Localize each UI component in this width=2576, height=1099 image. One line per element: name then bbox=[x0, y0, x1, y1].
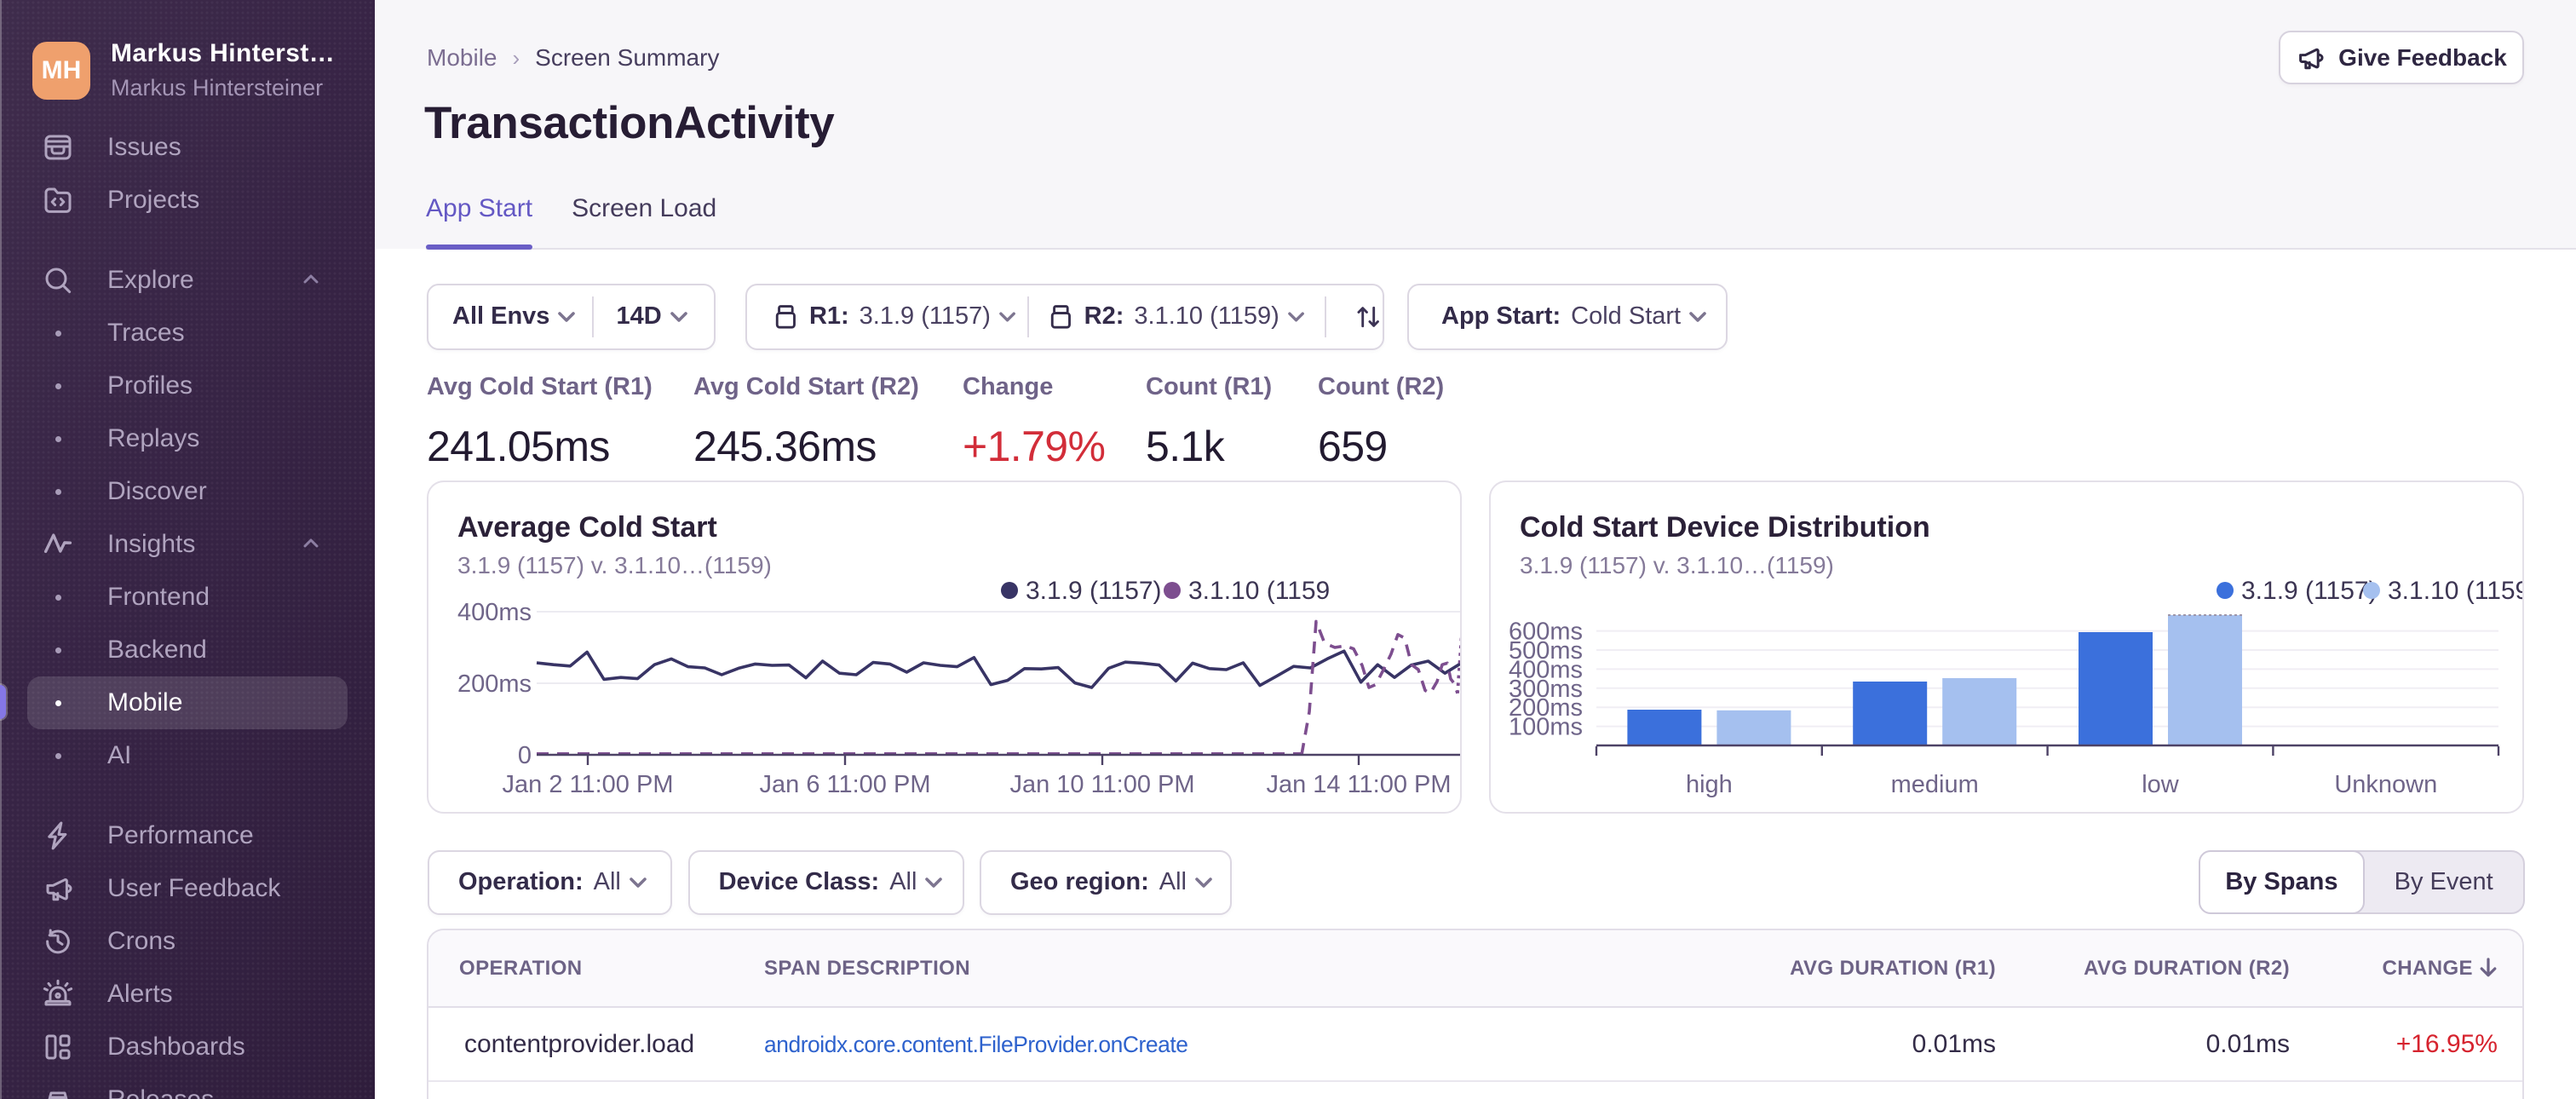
svg-text:0: 0 bbox=[518, 742, 532, 769]
svg-text:Jan 10 11:00 PM: Jan 10 11:00 PM bbox=[1009, 771, 1194, 798]
svg-text:Jan 2 11:00 PM: Jan 2 11:00 PM bbox=[503, 771, 674, 798]
svg-text:medium: medium bbox=[1891, 771, 1979, 798]
svg-text:400ms: 400ms bbox=[1509, 656, 1583, 683]
svg-text:3.1.9 (1157): 3.1.9 (1157) bbox=[2241, 577, 2378, 605]
svg-text:400ms: 400ms bbox=[457, 599, 532, 626]
svg-text:3.1.10 (1159: 3.1.10 (1159 bbox=[1188, 577, 1330, 605]
svg-text:high: high bbox=[1686, 771, 1733, 798]
svg-text:low: low bbox=[2142, 771, 2180, 798]
svg-text:600ms: 600ms bbox=[1509, 619, 1583, 646]
svg-text:3.1.9 (1157): 3.1.9 (1157) bbox=[1026, 577, 1162, 605]
svg-text:200ms: 200ms bbox=[1509, 694, 1583, 722]
svg-text:Unknown: Unknown bbox=[2334, 771, 2437, 798]
svg-text:500ms: 500ms bbox=[1509, 637, 1583, 665]
svg-text:Jan 6 11:00 PM: Jan 6 11:00 PM bbox=[760, 771, 931, 798]
svg-text:100ms: 100ms bbox=[1509, 714, 1583, 741]
svg-text:3.1.10 (1159: 3.1.10 (1159 bbox=[2388, 577, 2524, 605]
svg-text:Jan 14 11:00 PM: Jan 14 11:00 PM bbox=[1266, 771, 1451, 798]
svg-text:300ms: 300ms bbox=[1509, 676, 1583, 703]
svg-text:200ms: 200ms bbox=[457, 670, 532, 698]
